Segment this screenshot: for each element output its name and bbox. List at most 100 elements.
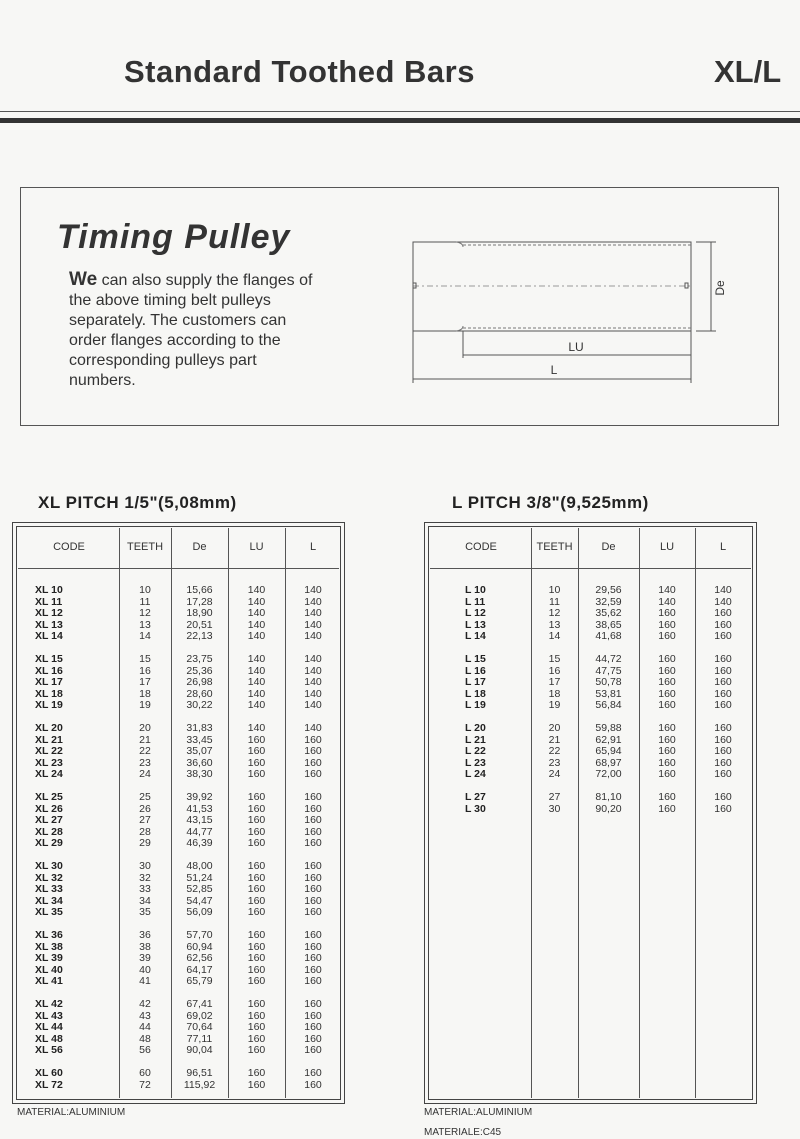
table-row: XL 24 24 38,30 160 160 [13, 768, 344, 781]
cell-teeth: 13 [139, 618, 151, 631]
cell-l: 160 [714, 676, 732, 688]
cell-de: 64,17 [186, 963, 213, 976]
table-row: XL 48 48 77,11 160 160 [13, 1032, 344, 1046]
cell-teeth: 25 [139, 791, 151, 803]
xl-table: CODE TEETH De LU L XL 10 10 15,66 140 140 XL 11 11 1… [12, 522, 345, 1104]
cell-code: XL 12 [35, 607, 63, 619]
cell-teeth: 14 [548, 630, 561, 642]
table-row: XL 28 28 44,77 160 160 [13, 825, 344, 839]
table-row: L 14 14 41,68 160 160 [425, 630, 756, 643]
cell-de: 17,28 [186, 595, 213, 608]
cell-teeth: 24 [548, 768, 561, 780]
cell-l: 160 [714, 745, 732, 757]
table-row: L 23 23 68,97 160 160 [425, 757, 756, 770]
table-row: XL 56 56 90,04 160 160 [13, 1044, 344, 1057]
cell-lu: 160 [247, 756, 266, 769]
cell-l: 160 [304, 894, 322, 907]
cell-lu: 140 [658, 595, 676, 608]
info-body: can also supply the flanges of the above… [69, 272, 313, 389]
cell-lu: 160 [658, 630, 676, 642]
l-section-title: L PITCH 3/8"(9,525mm) [452, 493, 649, 512]
cell-lu: 160 [658, 768, 676, 780]
cell-l: 160 [304, 998, 322, 1010]
table-row: XL 39 39 62,56 160 160 [13, 952, 344, 965]
header-l: L [309, 541, 317, 553]
cell-l: 160 [304, 1032, 322, 1045]
column-divider [531, 528, 532, 1098]
column-divider [171, 528, 172, 1098]
cell-l: 140 [304, 722, 322, 734]
cell-l: 160 [304, 940, 322, 953]
table-row: L 27 27 81,10 160 160 [425, 791, 756, 804]
cell-de: 115,92 [183, 1078, 216, 1091]
cell-lu: 160 [658, 687, 676, 700]
cell-de: 31,83 [186, 722, 213, 734]
cell-l: 160 [304, 791, 322, 803]
cell-teeth: 24 [139, 768, 151, 780]
header-de: De [601, 541, 616, 553]
cell-teeth: 13 [548, 618, 561, 631]
cell-de: 47,75 [595, 664, 622, 677]
cell-code: L 16 [465, 664, 486, 677]
timing-pulley-box: Timing Pulley We can also supply the fla… [20, 187, 779, 426]
cell-de: 23,75 [186, 653, 213, 665]
cell-l: 140 [304, 653, 322, 665]
cell-de: 28,60 [186, 687, 213, 700]
cell-teeth: 10 [139, 584, 151, 596]
cell-lu: 140 [247, 584, 266, 596]
cell-code: XL 41 [35, 975, 63, 987]
cell-lu: 160 [247, 825, 266, 838]
cell-lu: 160 [658, 745, 676, 757]
cell-l: 160 [304, 768, 322, 780]
cell-code: XL 36 [35, 929, 63, 941]
table-row: XL 12 12 18,90 140 140 [13, 607, 344, 620]
cell-code: XL 35 [35, 906, 63, 918]
cell-teeth: 32 [139, 871, 151, 884]
cell-de: 29,56 [595, 584, 622, 596]
cell-code: XL 15 [35, 653, 63, 665]
header-lu: LU [659, 541, 675, 553]
cell-lu: 160 [247, 952, 266, 964]
cell-l: 160 [304, 975, 322, 987]
cell-de: 52,85 [186, 883, 213, 895]
cell-code: XL 23 [35, 756, 63, 769]
cell-lu: 160 [247, 940, 266, 953]
table-row: XL 25 25 39,92 160 160 [13, 791, 344, 804]
table-row: XL 21 21 33,45 160 160 [13, 734, 344, 747]
cell-l: 160 [304, 860, 322, 872]
table-row: XL 43 43 69,02 160 160 [13, 1009, 344, 1023]
cell-lu: 160 [247, 1009, 266, 1022]
cell-lu: 160 [247, 837, 266, 849]
cell-teeth: 27 [139, 814, 151, 826]
cell-teeth: 30 [139, 860, 151, 872]
cell-lu: 160 [658, 676, 676, 688]
table-row: XL 20 20 31,83 140 140 [13, 722, 344, 735]
cell-teeth: 29 [139, 837, 151, 849]
cell-l: 140 [714, 595, 732, 608]
cell-teeth: 72 [139, 1078, 151, 1091]
cell-l: 160 [714, 618, 732, 631]
cell-code: XL 42 [35, 998, 63, 1010]
table-row: L 12 12 35,62 160 160 [425, 607, 756, 620]
cell-lu: 140 [247, 676, 266, 688]
cell-lu: 160 [247, 1078, 266, 1091]
cell-teeth: 17 [548, 676, 561, 688]
cell-lu: 160 [247, 1044, 266, 1056]
xl-material: MATERIAL:ALUMINIUM [17, 1107, 126, 1118]
cell-lu: 160 [658, 722, 676, 734]
table-row: XL 15 15 23,75 140 140 [13, 653, 344, 666]
cell-teeth: 60 [139, 1067, 151, 1079]
cell-de: 26,98 [186, 676, 213, 688]
table-row: L 20 20 59,88 160 160 [425, 722, 756, 735]
cell-code: XL 27 [35, 814, 63, 826]
header-de: De [192, 541, 207, 553]
cell-teeth: 19 [548, 699, 561, 711]
cell-de: 35,62 [595, 607, 622, 619]
info-lead: We [69, 269, 98, 290]
cell-lu: 160 [247, 906, 266, 918]
cell-l: 160 [714, 733, 732, 746]
header-code: CODE [53, 541, 85, 553]
cell-code: XL 40 [35, 963, 63, 976]
table-row: XL 26 26 41,53 160 160 [13, 803, 344, 816]
cell-code: XL 14 [35, 630, 63, 642]
